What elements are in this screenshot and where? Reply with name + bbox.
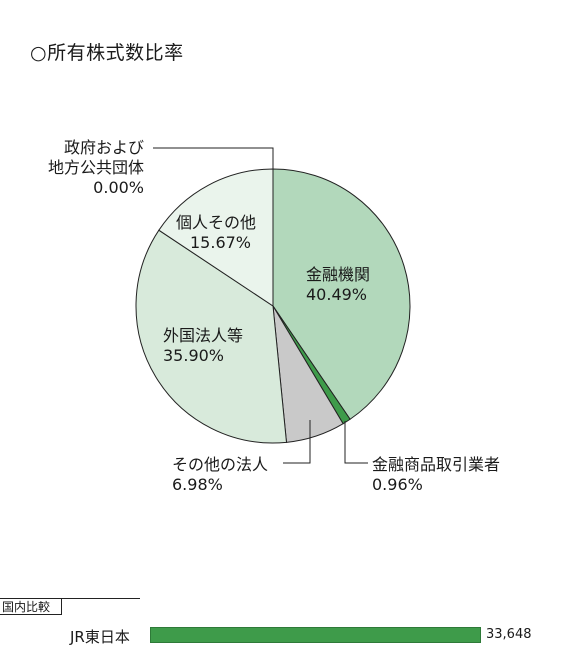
label-government: 政府および 地方公共団体 0.00%: [47, 138, 144, 197]
pie-slice-0: [272, 168, 411, 420]
leader-securities-firms: [344, 421, 368, 464]
chart-title: ○所有株式数比率: [30, 42, 184, 64]
label-other-corporations: その他の法人 6.98%: [172, 455, 269, 494]
label-foreign-corporations: 外国法人等 35.90%: [163, 326, 244, 365]
pie-slice-3: [135, 229, 288, 444]
bar-label: JR東日本: [70, 628, 130, 646]
domestic-comparison-heading: 国内比較: [0, 598, 62, 615]
pie-slice-4: [158, 168, 274, 307]
label-securities-firms: 金融商品取引業者 0.96%: [372, 455, 501, 494]
bar-value: 33,648: [486, 627, 532, 642]
label-individuals: 個人その他 15.67%: [176, 213, 257, 252]
leader-government: [153, 147, 274, 169]
label-financial-institutions: 金融機関 40.49%: [306, 265, 371, 304]
leader-other-corporations: [283, 420, 311, 464]
heading-rule: [62, 598, 140, 599]
bar: [150, 627, 481, 643]
